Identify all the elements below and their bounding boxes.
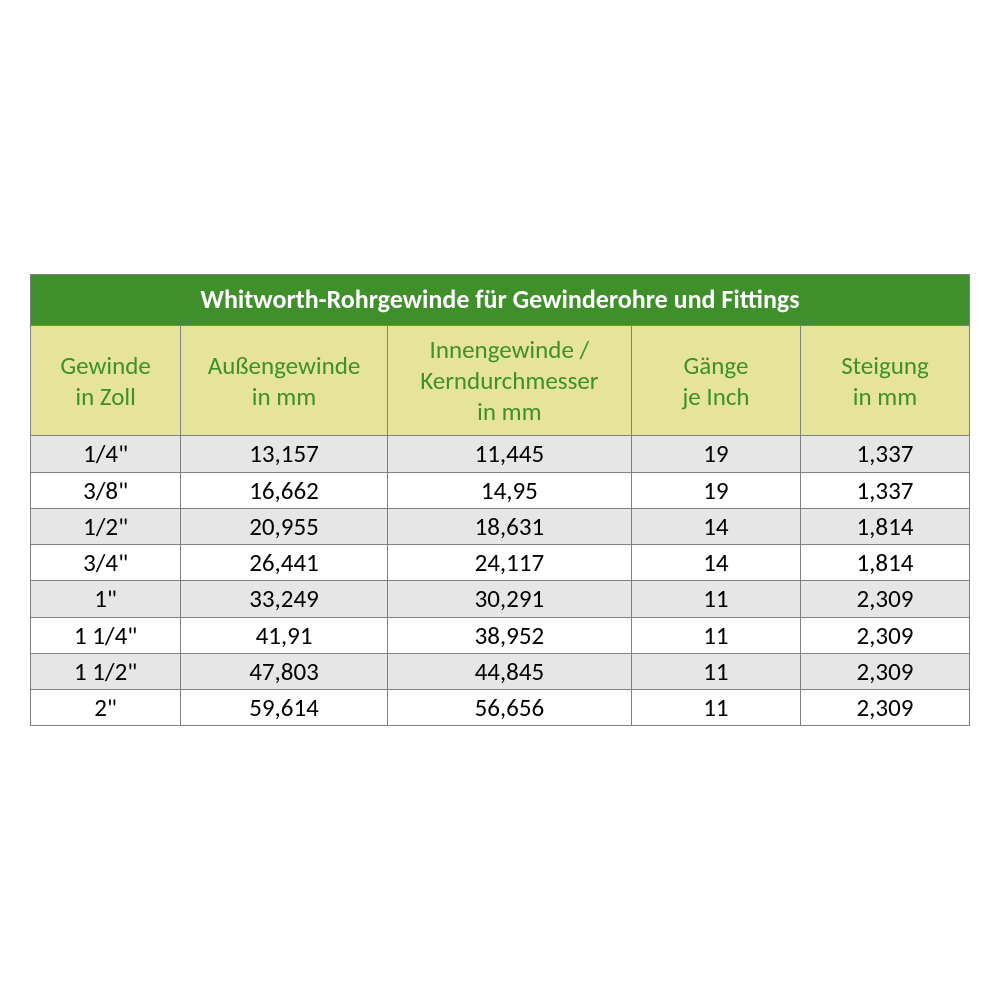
col-header-3: Gängeje Inch [631, 326, 800, 436]
cell: 14,95 [387, 472, 631, 508]
cell: 11,445 [387, 436, 631, 472]
cell: 2,309 [800, 653, 969, 689]
cell: 56,656 [387, 690, 631, 726]
cell: 11 [631, 617, 800, 653]
cell: 47,803 [181, 653, 388, 689]
cell: 24,117 [387, 545, 631, 581]
cell: 1,337 [800, 472, 969, 508]
cell: 41,91 [181, 617, 388, 653]
cell: 3/8" [31, 472, 181, 508]
table-row: 1/4" 13,157 11,445 19 1,337 [31, 436, 970, 472]
cell: 1,337 [800, 436, 969, 472]
cell: 30,291 [387, 581, 631, 617]
col-header-0: Gewindein Zoll [31, 326, 181, 436]
cell: 14 [631, 545, 800, 581]
cell: 19 [631, 472, 800, 508]
thread-table: Whitworth-Rohrgewinde für Gewinderohre u… [30, 274, 970, 727]
cell: 13,157 [181, 436, 388, 472]
header-row: Gewindein Zoll Außengewindein mm Innenge… [31, 326, 970, 436]
table-title: Whitworth-Rohrgewinde für Gewinderohre u… [31, 274, 970, 326]
col-header-1: Außengewindein mm [181, 326, 388, 436]
cell: 19 [631, 436, 800, 472]
cell: 59,614 [181, 690, 388, 726]
cell: 2,309 [800, 690, 969, 726]
table-row: 2" 59,614 56,656 11 2,309 [31, 690, 970, 726]
cell: 11 [631, 690, 800, 726]
table-row: 3/4" 26,441 24,117 14 1,814 [31, 545, 970, 581]
cell: 38,952 [387, 617, 631, 653]
cell: 1 1/2" [31, 653, 181, 689]
col-header-2: Innengewinde /Kerndurchmesserin mm [387, 326, 631, 436]
table-body: 1/4" 13,157 11,445 19 1,337 3/8" 16,662 … [31, 436, 970, 726]
cell: 26,441 [181, 545, 388, 581]
cell: 1,814 [800, 545, 969, 581]
table-row: 1/2" 20,955 18,631 14 1,814 [31, 508, 970, 544]
cell: 44,845 [387, 653, 631, 689]
cell: 2,309 [800, 581, 969, 617]
cell: 1" [31, 581, 181, 617]
cell: 33,249 [181, 581, 388, 617]
cell: 18,631 [387, 508, 631, 544]
table-row: 1" 33,249 30,291 11 2,309 [31, 581, 970, 617]
cell: 1 1/4" [31, 617, 181, 653]
thread-table-container: Whitworth-Rohrgewinde für Gewinderohre u… [30, 274, 970, 727]
cell: 20,955 [181, 508, 388, 544]
cell: 14 [631, 508, 800, 544]
cell: 11 [631, 581, 800, 617]
table-row: 1 1/4" 41,91 38,952 11 2,309 [31, 617, 970, 653]
cell: 16,662 [181, 472, 388, 508]
cell: 11 [631, 653, 800, 689]
cell: 1,814 [800, 508, 969, 544]
cell: 3/4" [31, 545, 181, 581]
cell: 1/2" [31, 508, 181, 544]
table-row: 3/8" 16,662 14,95 19 1,337 [31, 472, 970, 508]
cell: 1/4" [31, 436, 181, 472]
col-header-4: Steigungin mm [800, 326, 969, 436]
table-row: 1 1/2" 47,803 44,845 11 2,309 [31, 653, 970, 689]
cell: 2" [31, 690, 181, 726]
title-row: Whitworth-Rohrgewinde für Gewinderohre u… [31, 274, 970, 326]
cell: 2,309 [800, 617, 969, 653]
